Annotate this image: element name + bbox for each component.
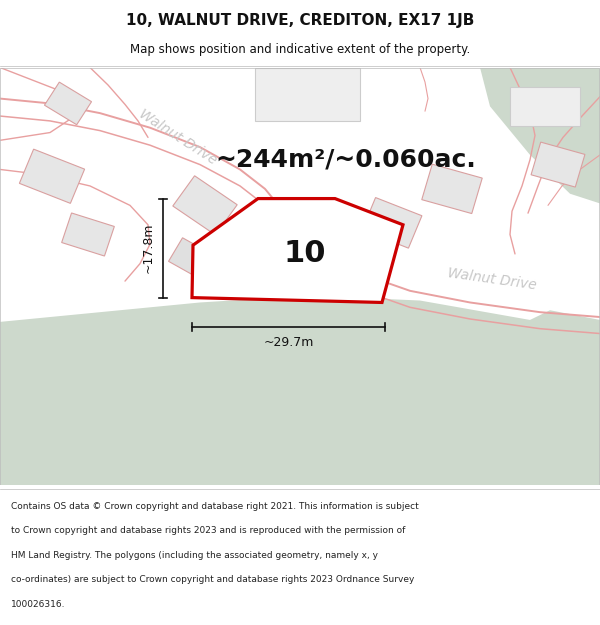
Polygon shape bbox=[362, 198, 422, 248]
Text: Map shows position and indicative extent of the property.: Map shows position and indicative extent… bbox=[130, 42, 470, 56]
Text: Contains OS data © Crown copyright and database right 2021. This information is : Contains OS data © Crown copyright and d… bbox=[11, 502, 419, 511]
Polygon shape bbox=[62, 213, 115, 256]
Polygon shape bbox=[44, 82, 92, 125]
Text: ~244m²/~0.060ac.: ~244m²/~0.060ac. bbox=[215, 148, 476, 172]
Polygon shape bbox=[19, 149, 85, 203]
Text: to Crown copyright and database rights 2023 and is reproduced with the permissio: to Crown copyright and database rights 2… bbox=[11, 526, 405, 535]
Polygon shape bbox=[510, 87, 580, 126]
Polygon shape bbox=[192, 199, 403, 302]
Polygon shape bbox=[0, 296, 600, 485]
Polygon shape bbox=[422, 164, 482, 214]
Polygon shape bbox=[531, 142, 585, 187]
Polygon shape bbox=[173, 176, 237, 235]
Text: Walnut Drive: Walnut Drive bbox=[446, 266, 538, 292]
Text: 10, WALNUT DRIVE, CREDITON, EX17 1JB: 10, WALNUT DRIVE, CREDITON, EX17 1JB bbox=[126, 12, 474, 28]
Text: Walnut Drive: Walnut Drive bbox=[137, 107, 220, 168]
Text: ~29.7m: ~29.7m bbox=[263, 336, 314, 349]
Polygon shape bbox=[460, 310, 600, 485]
Polygon shape bbox=[480, 68, 600, 203]
Polygon shape bbox=[255, 68, 360, 121]
Text: HM Land Registry. The polygons (including the associated geometry, namely x, y: HM Land Registry. The polygons (includin… bbox=[11, 551, 378, 560]
Text: co-ordinates) are subject to Crown copyright and database rights 2023 Ordnance S: co-ordinates) are subject to Crown copyr… bbox=[11, 575, 414, 584]
Text: 10: 10 bbox=[284, 239, 326, 268]
Polygon shape bbox=[169, 238, 215, 280]
Text: ~17.8m: ~17.8m bbox=[142, 223, 155, 273]
Text: 100026316.: 100026316. bbox=[11, 600, 65, 609]
